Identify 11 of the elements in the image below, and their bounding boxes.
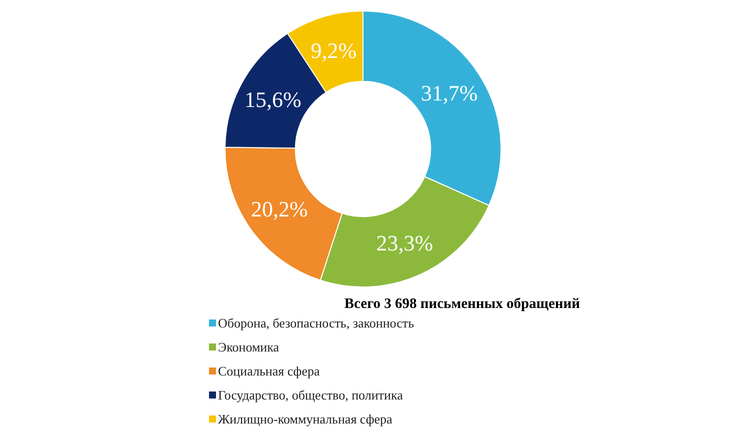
data-label: 20,2% [251, 196, 308, 222]
data-label: 15,6% [244, 86, 302, 112]
legend-label: Оборона, безопасность, законность [218, 316, 414, 330]
data-label: 9,2% [310, 38, 357, 63]
legend-label: Экономика [218, 340, 280, 354]
legend-label: Жилищно-коммунальная сфера [218, 412, 393, 426]
text: Всего 3 698 письменных обращений [344, 296, 580, 312]
data-label: 23,3% [376, 230, 434, 256]
legend-label: Социальная сфера [218, 364, 320, 378]
data-label: 31,7% [420, 80, 478, 106]
legend-label: Государство, общество, политика [218, 388, 404, 402]
